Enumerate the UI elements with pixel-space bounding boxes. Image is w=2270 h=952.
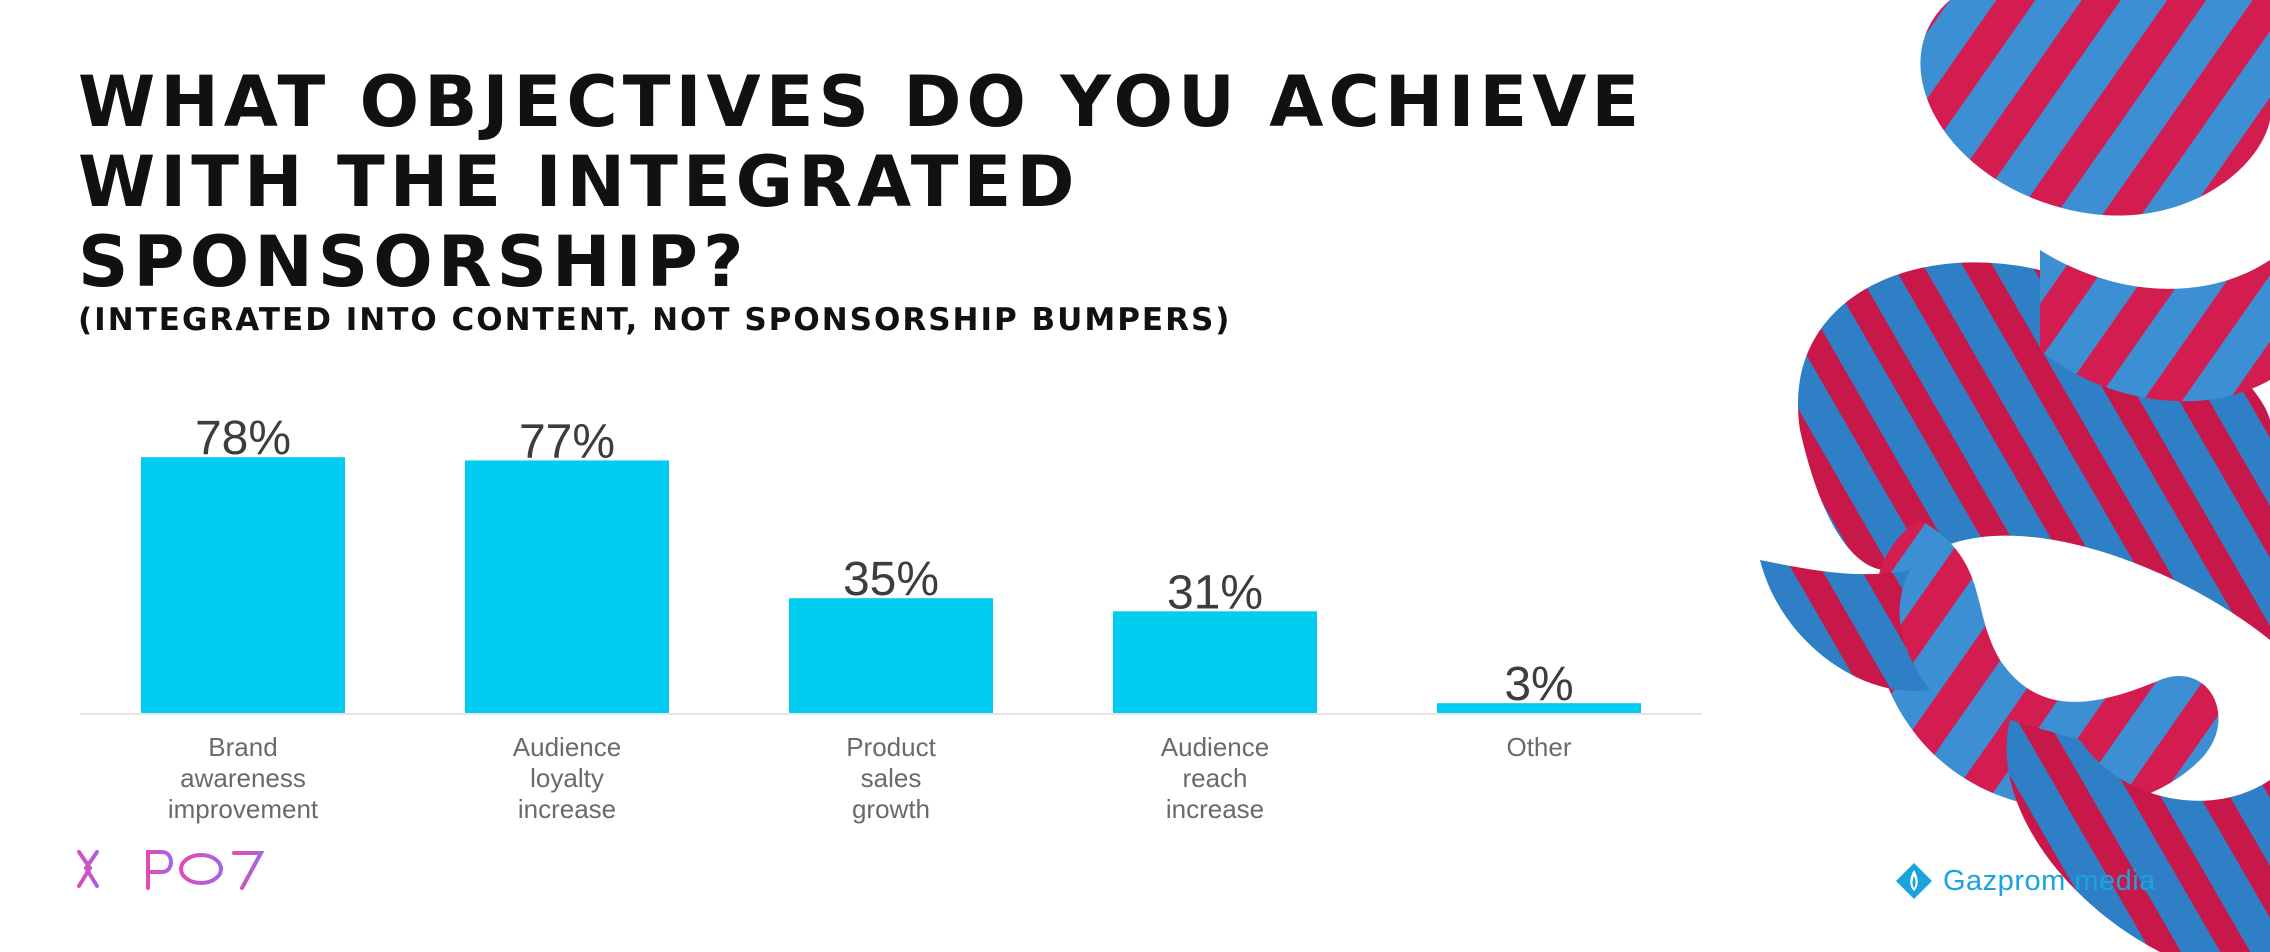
category-label-line: reach (1182, 763, 1247, 793)
category-label-1: Audience loyalty increase (513, 732, 621, 824)
category-label-line: Other (1506, 732, 1571, 762)
category-label-line: Product (846, 732, 936, 762)
category-label-2: Product sales growth (846, 732, 936, 824)
bar-1 (465, 460, 669, 713)
abstract-artwork (1760, 0, 2270, 952)
category-label-line: increase (518, 794, 616, 824)
nrf-logo-mark (77, 848, 265, 892)
bar-value-label-3: 31% (1167, 566, 1263, 619)
gazprom-media-wordmark: Gazprom media (1943, 864, 2156, 897)
category-label-line: increase (1166, 794, 1264, 824)
category-label-line: improvement (168, 794, 319, 824)
category-label-line: loyalty (530, 763, 604, 793)
bar-2 (789, 598, 993, 713)
bar-value-label-0: 78% (195, 412, 291, 465)
category-label-line: sales (861, 763, 922, 793)
gazprom-media-logo: Gazprom media (1895, 862, 2156, 900)
bar-value-label-4: 3% (1504, 658, 1573, 711)
page-subtitle: (INTEGRATED INTO CONTENT, NOT SPONSORSHI… (78, 302, 1232, 338)
page-title: WHAT OBJECTIVES DO YOU ACHIEVE WITH THE … (78, 61, 1645, 303)
bar-3 (1113, 611, 1317, 713)
category-label-line: Audience (1161, 732, 1269, 762)
nrf-logo (76, 848, 276, 897)
category-label-3: Audience reach increase (1161, 732, 1269, 824)
bar-0 (141, 457, 345, 713)
gazprom-media-icon (1896, 863, 1932, 899)
category-label-4: Other (1506, 732, 1571, 762)
bar-value-label-1: 77% (519, 415, 615, 468)
bar-value-label-2: 35% (843, 553, 939, 606)
category-label-0: Brand awareness improvement (168, 732, 319, 824)
category-label-line: Brand (208, 732, 277, 762)
category-label-line: Audience (513, 732, 621, 762)
category-label-line: growth (852, 794, 930, 824)
category-label-line: awareness (180, 763, 306, 793)
bar-4 (1437, 703, 1641, 713)
